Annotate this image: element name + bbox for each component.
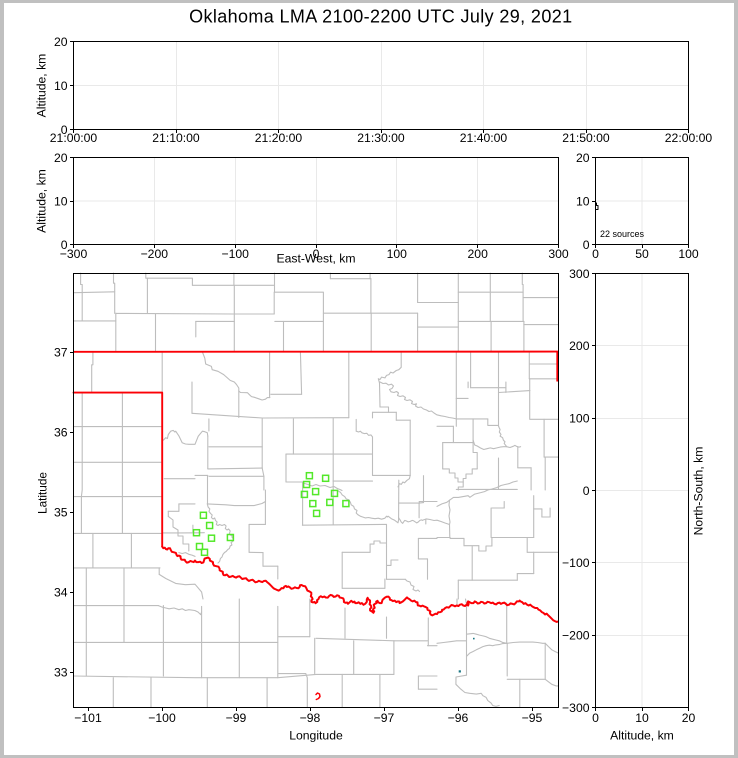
svg-text:21:20:00: 21:20:00 xyxy=(255,131,303,145)
svg-text:21:10:00: 21:10:00 xyxy=(152,131,200,145)
svg-text:0: 0 xyxy=(583,484,590,498)
svg-text:Latitude: Latitude xyxy=(35,472,49,514)
svg-text:20: 20 xyxy=(682,711,696,725)
svg-text:22 sources: 22 sources xyxy=(600,229,645,239)
svg-text:100: 100 xyxy=(678,247,699,261)
svg-text:Longitude: Longitude xyxy=(289,728,343,742)
svg-text:−96: −96 xyxy=(448,711,469,725)
svg-text:North-South, km: North-South, km xyxy=(692,447,706,536)
svg-text:10: 10 xyxy=(576,194,590,208)
svg-text:0: 0 xyxy=(592,711,599,725)
svg-text:20: 20 xyxy=(54,35,68,49)
svg-text:21:50:00: 21:50:00 xyxy=(562,131,610,145)
svg-text:100: 100 xyxy=(569,412,590,426)
svg-text:20: 20 xyxy=(54,151,68,165)
svg-text:10: 10 xyxy=(54,79,68,93)
svg-text:−200: −200 xyxy=(141,247,169,261)
svg-text:300: 300 xyxy=(548,247,569,261)
svg-text:0: 0 xyxy=(583,238,590,252)
svg-text:21:30:00: 21:30:00 xyxy=(357,131,405,145)
svg-text:−99: −99 xyxy=(226,711,247,725)
svg-text:10: 10 xyxy=(635,711,649,725)
svg-text:10: 10 xyxy=(54,194,68,208)
svg-text:33: 33 xyxy=(54,665,68,679)
svg-text:200: 200 xyxy=(468,247,489,261)
svg-text:0: 0 xyxy=(61,123,68,137)
svg-text:200: 200 xyxy=(569,339,590,353)
svg-text:300: 300 xyxy=(569,267,590,281)
svg-text:20: 20 xyxy=(576,151,590,165)
svg-text:34: 34 xyxy=(54,585,68,599)
svg-text:−98: −98 xyxy=(300,711,321,725)
svg-text:0: 0 xyxy=(61,238,68,252)
svg-text:100: 100 xyxy=(387,247,408,261)
svg-text:0: 0 xyxy=(592,247,599,261)
svg-text:−97: −97 xyxy=(374,711,395,725)
svg-text:22:00:00: 22:00:00 xyxy=(665,131,713,145)
svg-text:−200: −200 xyxy=(562,629,590,643)
svg-text:50: 50 xyxy=(635,247,649,261)
svg-text:21:40:00: 21:40:00 xyxy=(460,131,508,145)
svg-text:−100: −100 xyxy=(221,247,249,261)
svg-text:0: 0 xyxy=(313,247,320,261)
svg-text:East-West, km: East-West, km xyxy=(276,252,355,266)
svg-text:Altitude, km: Altitude, km xyxy=(610,728,674,742)
svg-text:−101: −101 xyxy=(74,711,102,725)
svg-text:−100: −100 xyxy=(562,556,590,570)
svg-text:−95: −95 xyxy=(522,711,543,725)
svg-text:Altitude, km: Altitude, km xyxy=(35,169,49,233)
svg-text:35: 35 xyxy=(54,505,68,519)
svg-text:Oklahoma LMA 2100-2200 UTC Jul: Oklahoma LMA 2100-2200 UTC July 29, 2021 xyxy=(189,7,572,27)
svg-text:Altitude, km: Altitude, km xyxy=(35,54,49,118)
svg-text:36: 36 xyxy=(54,425,68,439)
svg-text:−300: −300 xyxy=(562,701,590,715)
svg-text:−300: −300 xyxy=(60,247,88,261)
svg-text:−100: −100 xyxy=(148,711,176,725)
svg-text:21:00:00: 21:00:00 xyxy=(50,131,98,145)
svg-text:37: 37 xyxy=(54,345,68,359)
